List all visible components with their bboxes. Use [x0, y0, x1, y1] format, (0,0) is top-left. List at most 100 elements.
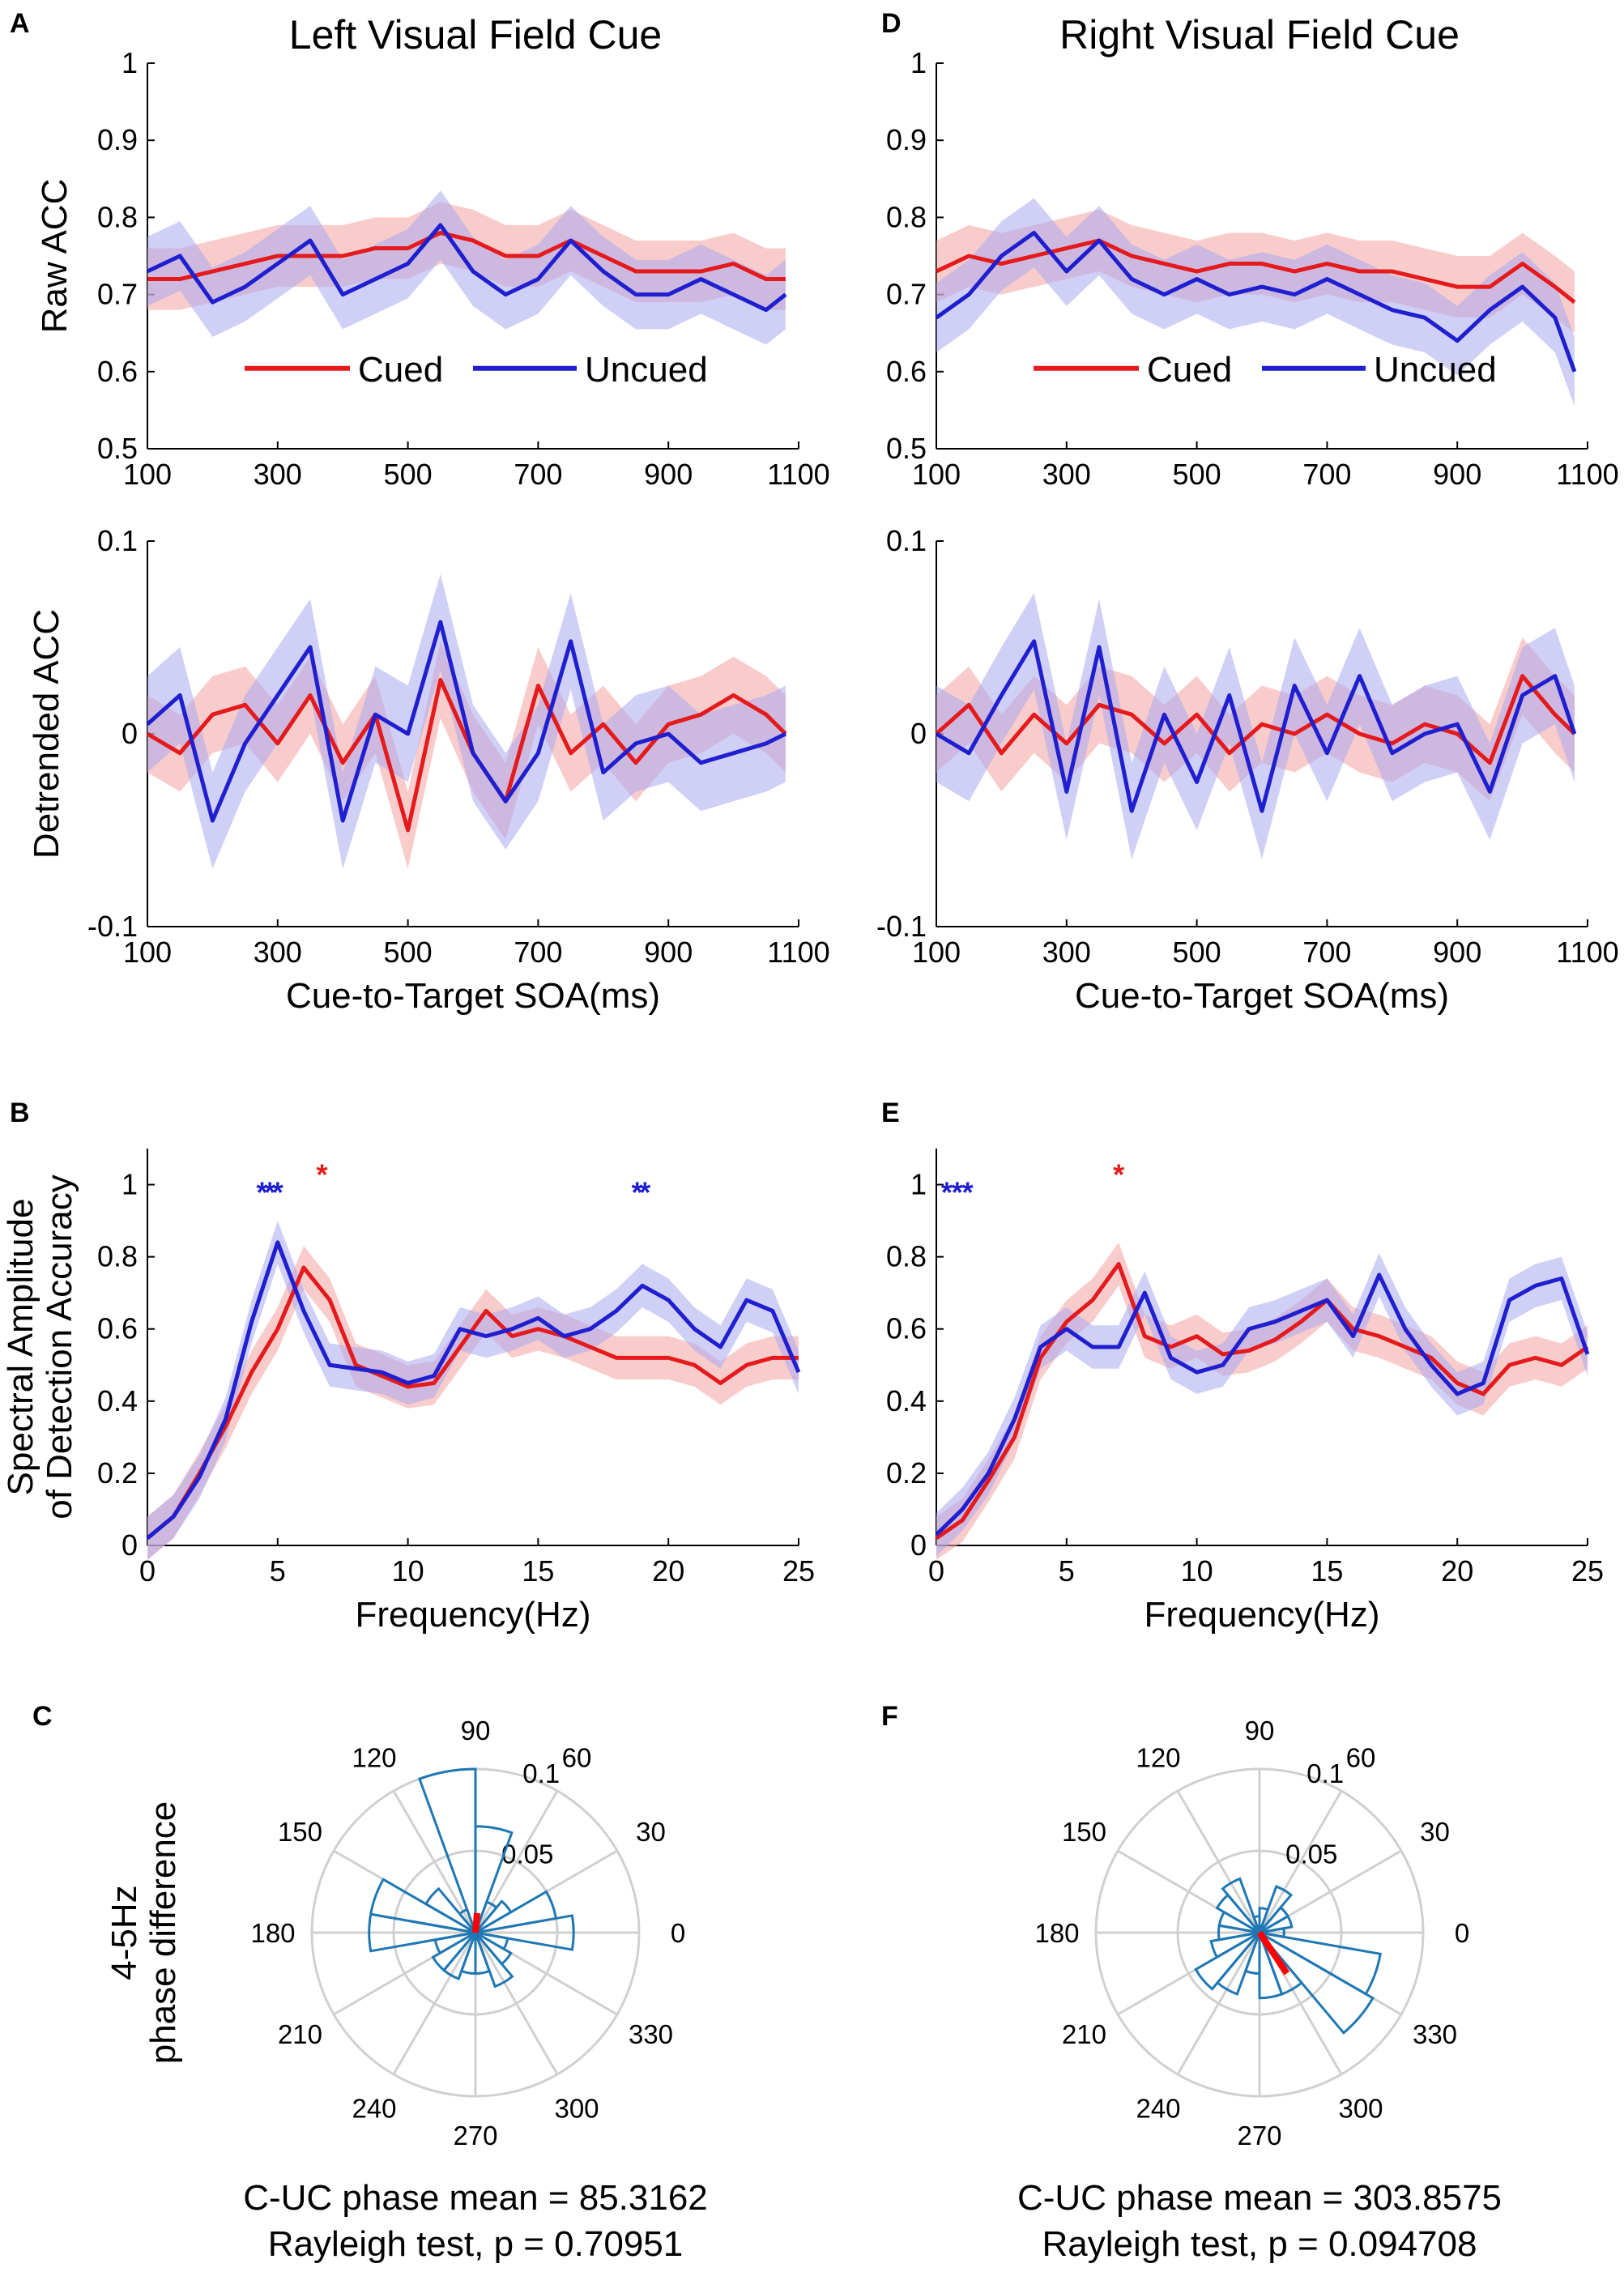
x-tick-label: 100 [123, 458, 172, 491]
legend-uncued-label: Uncued [585, 350, 708, 390]
y-tick-label: 0.8 [97, 200, 138, 233]
y-tick-label: 0.8 [97, 1240, 138, 1273]
x-tick-label: 900 [1433, 458, 1481, 491]
y-tick-label: 1 [121, 1168, 138, 1201]
y-tick-label: 0.1 [97, 524, 138, 557]
y-axis-label-line2: of Detection Accuracy [40, 1174, 79, 1520]
polar-spoke [474, 1932, 559, 2075]
polar-angle-label: 180 [250, 1918, 295, 1948]
rose-bin [475, 1931, 509, 1951]
y-tick-label: 0.6 [97, 355, 138, 388]
mean-phase-vector [1256, 1930, 1290, 1976]
y-tick-label: 0 [121, 1528, 138, 1562]
panel-letter-d: D [881, 8, 902, 39]
rose-bin [1258, 1907, 1270, 1933]
x-tick-label: 25 [782, 1554, 815, 1588]
x-tick-label: 700 [1302, 936, 1351, 969]
y-tick-label: 0 [121, 717, 138, 750]
y-tick-label: 0.5 [886, 432, 927, 465]
polar-angle-label: 240 [352, 2094, 396, 2124]
rose-bin [475, 1890, 558, 1934]
column-title-left: Left Visual Field Cue [289, 12, 662, 58]
rose-bin [1194, 1931, 1261, 1991]
significance-marker: * [1113, 1157, 1124, 1191]
x-tick-label: 10 [1181, 1554, 1213, 1588]
polar-angle-label: 330 [1413, 2019, 1457, 2049]
y-tick-label: 0.6 [886, 355, 927, 388]
x-tick-label: 1100 [767, 936, 829, 969]
x-tick-label: 1100 [767, 458, 829, 491]
polar-angle-label: 150 [1062, 1817, 1106, 1847]
uncued-series-line [146, 1240, 801, 1541]
rose-bin [417, 1767, 477, 1933]
polar-radius-label: 0.05 [1285, 1839, 1337, 1869]
x-axis-label: Frequency(Hz) [1144, 1595, 1380, 1635]
x-tick-label: 500 [384, 936, 433, 969]
y-axis-label: Detrended ACC [27, 609, 66, 859]
stat-phase-mean-left: C-UC phase mean = 85.3162 [243, 2178, 708, 2218]
rose-bin [1221, 1877, 1261, 1933]
y-tick-label: 0.1 [886, 524, 927, 557]
y-tick-label: 0.8 [886, 200, 927, 233]
panel-letter-f: F [881, 1701, 898, 1732]
rose-bin [475, 1914, 575, 1951]
y-tick-label: 0.9 [97, 123, 138, 156]
x-axis-label: Cue-to-Target SOA(ms) [286, 976, 660, 1016]
panel-letter-a: A [10, 8, 30, 39]
x-tick-label: 900 [644, 458, 693, 491]
x-tick-label: 20 [652, 1554, 684, 1588]
polar-angle-label: 210 [278, 2019, 322, 2049]
x-tick-label: 700 [514, 458, 562, 491]
rose-bin [368, 1912, 476, 1953]
y-tick-label: 0 [910, 717, 927, 750]
x-tick-label: 1100 [1556, 936, 1618, 969]
y-tick-label: 0.6 [886, 1312, 927, 1345]
polar-angle-label: 0 [1455, 1918, 1469, 1948]
x-tick-label: 700 [1302, 458, 1351, 491]
x-tick-label: 300 [1042, 458, 1091, 491]
polar-angle-label: 270 [453, 2121, 497, 2151]
significance-marker: * [952, 1176, 963, 1209]
polar-angle-label: 120 [352, 1742, 396, 1772]
rose-bin [474, 1932, 514, 1989]
x-tick-label: 300 [1042, 936, 1091, 969]
significance-marker: * [632, 1176, 643, 1209]
rose-ylabel: 4-5Hz [104, 1885, 144, 1980]
polar-angle-label: 150 [278, 1817, 322, 1847]
panel-letter-b: B [10, 1098, 30, 1128]
x-tick-label: 15 [1311, 1554, 1343, 1588]
legend-uncued-label: Uncued [1374, 350, 1497, 390]
y-tick-label: 0 [910, 1528, 927, 1562]
x-axis-label: Cue-to-Target SOA(ms) [1075, 976, 1449, 1016]
x-tick-label: 0 [928, 1554, 944, 1588]
x-tick-label: 5 [270, 1554, 286, 1588]
polar-spoke [1176, 1790, 1261, 1933]
polar-angle-label: 270 [1237, 2121, 1281, 2151]
rose-bin [441, 1932, 477, 1980]
legend-cued-label: Cued [358, 350, 443, 390]
rose-bin [474, 1931, 513, 1966]
polar-angle-label: 210 [1062, 2019, 1106, 2049]
polar-radius-label: 0.1 [1306, 1758, 1344, 1788]
significance-marker: * [639, 1176, 650, 1209]
polar-spoke [1176, 1932, 1261, 2075]
stat-phase-mean-right: C-UC phase mean = 303.8575 [1017, 2178, 1502, 2218]
x-tick-label: 300 [254, 936, 302, 969]
x-tick-label: 900 [1433, 936, 1481, 969]
cued-confidence-band [936, 1242, 1588, 1560]
chart-C-rose: 0 30 60 90 120 150 180 210 240 270 300 330 0.05 0.1 4-… [104, 1716, 685, 2151]
polar-angle-label: 240 [1136, 2094, 1180, 2124]
x-tick-label: 1100 [1556, 458, 1618, 491]
polar-angle-label: 330 [629, 2019, 673, 2049]
y-tick-label: 0.4 [97, 1384, 138, 1417]
x-tick-label: 500 [1173, 458, 1221, 491]
cued-series-line [935, 1262, 1589, 1541]
x-tick-label: 100 [912, 458, 961, 491]
y-tick-label: 0.2 [97, 1456, 138, 1490]
y-tick-label: 1 [910, 46, 927, 79]
polar-radius-label: 0.1 [522, 1758, 560, 1788]
y-tick-label: 0.5 [97, 432, 138, 465]
y-tick-label: 1 [121, 46, 138, 79]
polar-angle-label: 30 [1420, 1817, 1450, 1847]
